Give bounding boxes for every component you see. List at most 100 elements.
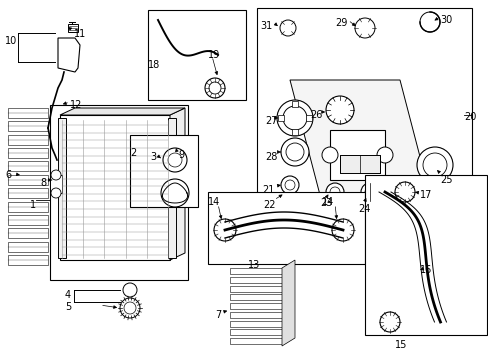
Text: 7: 7 — [215, 310, 221, 320]
Bar — [8, 202, 48, 212]
Text: 8: 8 — [40, 178, 46, 188]
Circle shape — [360, 183, 378, 201]
Text: 25: 25 — [439, 175, 451, 185]
Text: 11: 11 — [74, 29, 86, 39]
Bar — [8, 215, 48, 225]
Bar — [305, 115, 311, 121]
Bar — [229, 303, 282, 309]
Text: 2: 2 — [130, 148, 136, 158]
Bar — [291, 101, 297, 107]
Bar — [229, 338, 282, 344]
Bar — [8, 242, 48, 252]
Text: 3: 3 — [150, 152, 156, 162]
Circle shape — [364, 187, 374, 197]
Circle shape — [168, 153, 182, 167]
Bar — [229, 312, 282, 318]
Bar — [50, 175, 62, 193]
Text: 29: 29 — [334, 18, 346, 28]
Circle shape — [214, 219, 236, 241]
Circle shape — [281, 176, 298, 194]
Circle shape — [321, 147, 337, 163]
Text: 20: 20 — [463, 112, 475, 122]
Bar — [364, 175, 486, 335]
Bar — [8, 161, 48, 171]
Circle shape — [379, 312, 399, 332]
Bar — [278, 115, 284, 121]
Bar — [229, 320, 282, 327]
Circle shape — [51, 188, 61, 198]
Text: 28: 28 — [264, 152, 277, 162]
Bar — [329, 130, 384, 180]
Bar — [8, 121, 48, 131]
Text: 5: 5 — [65, 302, 71, 312]
Bar — [8, 108, 48, 118]
Circle shape — [285, 180, 294, 190]
Text: 31: 31 — [260, 21, 272, 31]
Text: 15: 15 — [394, 340, 407, 350]
Text: 27: 27 — [264, 116, 277, 126]
Bar — [229, 294, 282, 300]
Bar — [8, 175, 48, 185]
Polygon shape — [282, 260, 294, 346]
Text: 16: 16 — [419, 265, 431, 275]
Circle shape — [51, 170, 61, 180]
Bar — [60, 115, 170, 260]
Text: 21: 21 — [262, 185, 274, 195]
Circle shape — [283, 106, 306, 130]
Text: 4: 4 — [65, 290, 71, 300]
Bar — [8, 148, 48, 158]
Text: 19: 19 — [207, 50, 220, 60]
Circle shape — [394, 182, 414, 202]
Bar — [58, 118, 66, 258]
Text: 18: 18 — [148, 60, 160, 70]
Text: 14: 14 — [207, 197, 220, 207]
Circle shape — [325, 183, 343, 201]
Bar — [8, 255, 48, 265]
Circle shape — [120, 298, 140, 318]
Circle shape — [161, 179, 189, 207]
Polygon shape — [170, 108, 184, 260]
Circle shape — [285, 143, 304, 161]
Text: 6: 6 — [5, 170, 11, 180]
Text: 30: 30 — [439, 15, 451, 25]
Circle shape — [124, 302, 136, 314]
Circle shape — [329, 187, 339, 197]
Text: 23: 23 — [319, 198, 332, 208]
Bar — [229, 285, 282, 292]
Circle shape — [419, 12, 439, 32]
Text: 14: 14 — [321, 197, 334, 207]
Bar — [8, 228, 48, 238]
Circle shape — [354, 18, 374, 38]
Polygon shape — [58, 38, 80, 72]
Bar — [8, 135, 48, 145]
Circle shape — [376, 147, 392, 163]
Bar — [257, 8, 471, 208]
Circle shape — [280, 20, 295, 36]
Circle shape — [281, 138, 308, 166]
Bar — [207, 192, 364, 264]
Bar — [50, 105, 187, 280]
Circle shape — [163, 148, 186, 172]
Text: 9: 9 — [178, 150, 184, 160]
Circle shape — [331, 219, 353, 241]
Text: 13: 13 — [247, 260, 260, 270]
Circle shape — [208, 82, 221, 94]
Circle shape — [422, 153, 446, 177]
Circle shape — [123, 283, 137, 297]
Bar — [229, 329, 282, 335]
Text: 1: 1 — [30, 200, 36, 210]
Bar — [291, 129, 297, 135]
Circle shape — [276, 100, 312, 136]
Bar — [168, 118, 176, 258]
Bar — [68, 24, 78, 32]
Bar — [229, 277, 282, 283]
Bar — [229, 268, 282, 274]
Bar — [339, 155, 379, 173]
Circle shape — [204, 78, 224, 98]
Text: 26: 26 — [309, 110, 322, 120]
Polygon shape — [60, 108, 184, 115]
Bar — [148, 10, 245, 100]
Bar — [130, 135, 198, 207]
Text: 22: 22 — [263, 200, 275, 210]
Bar — [8, 188, 48, 198]
